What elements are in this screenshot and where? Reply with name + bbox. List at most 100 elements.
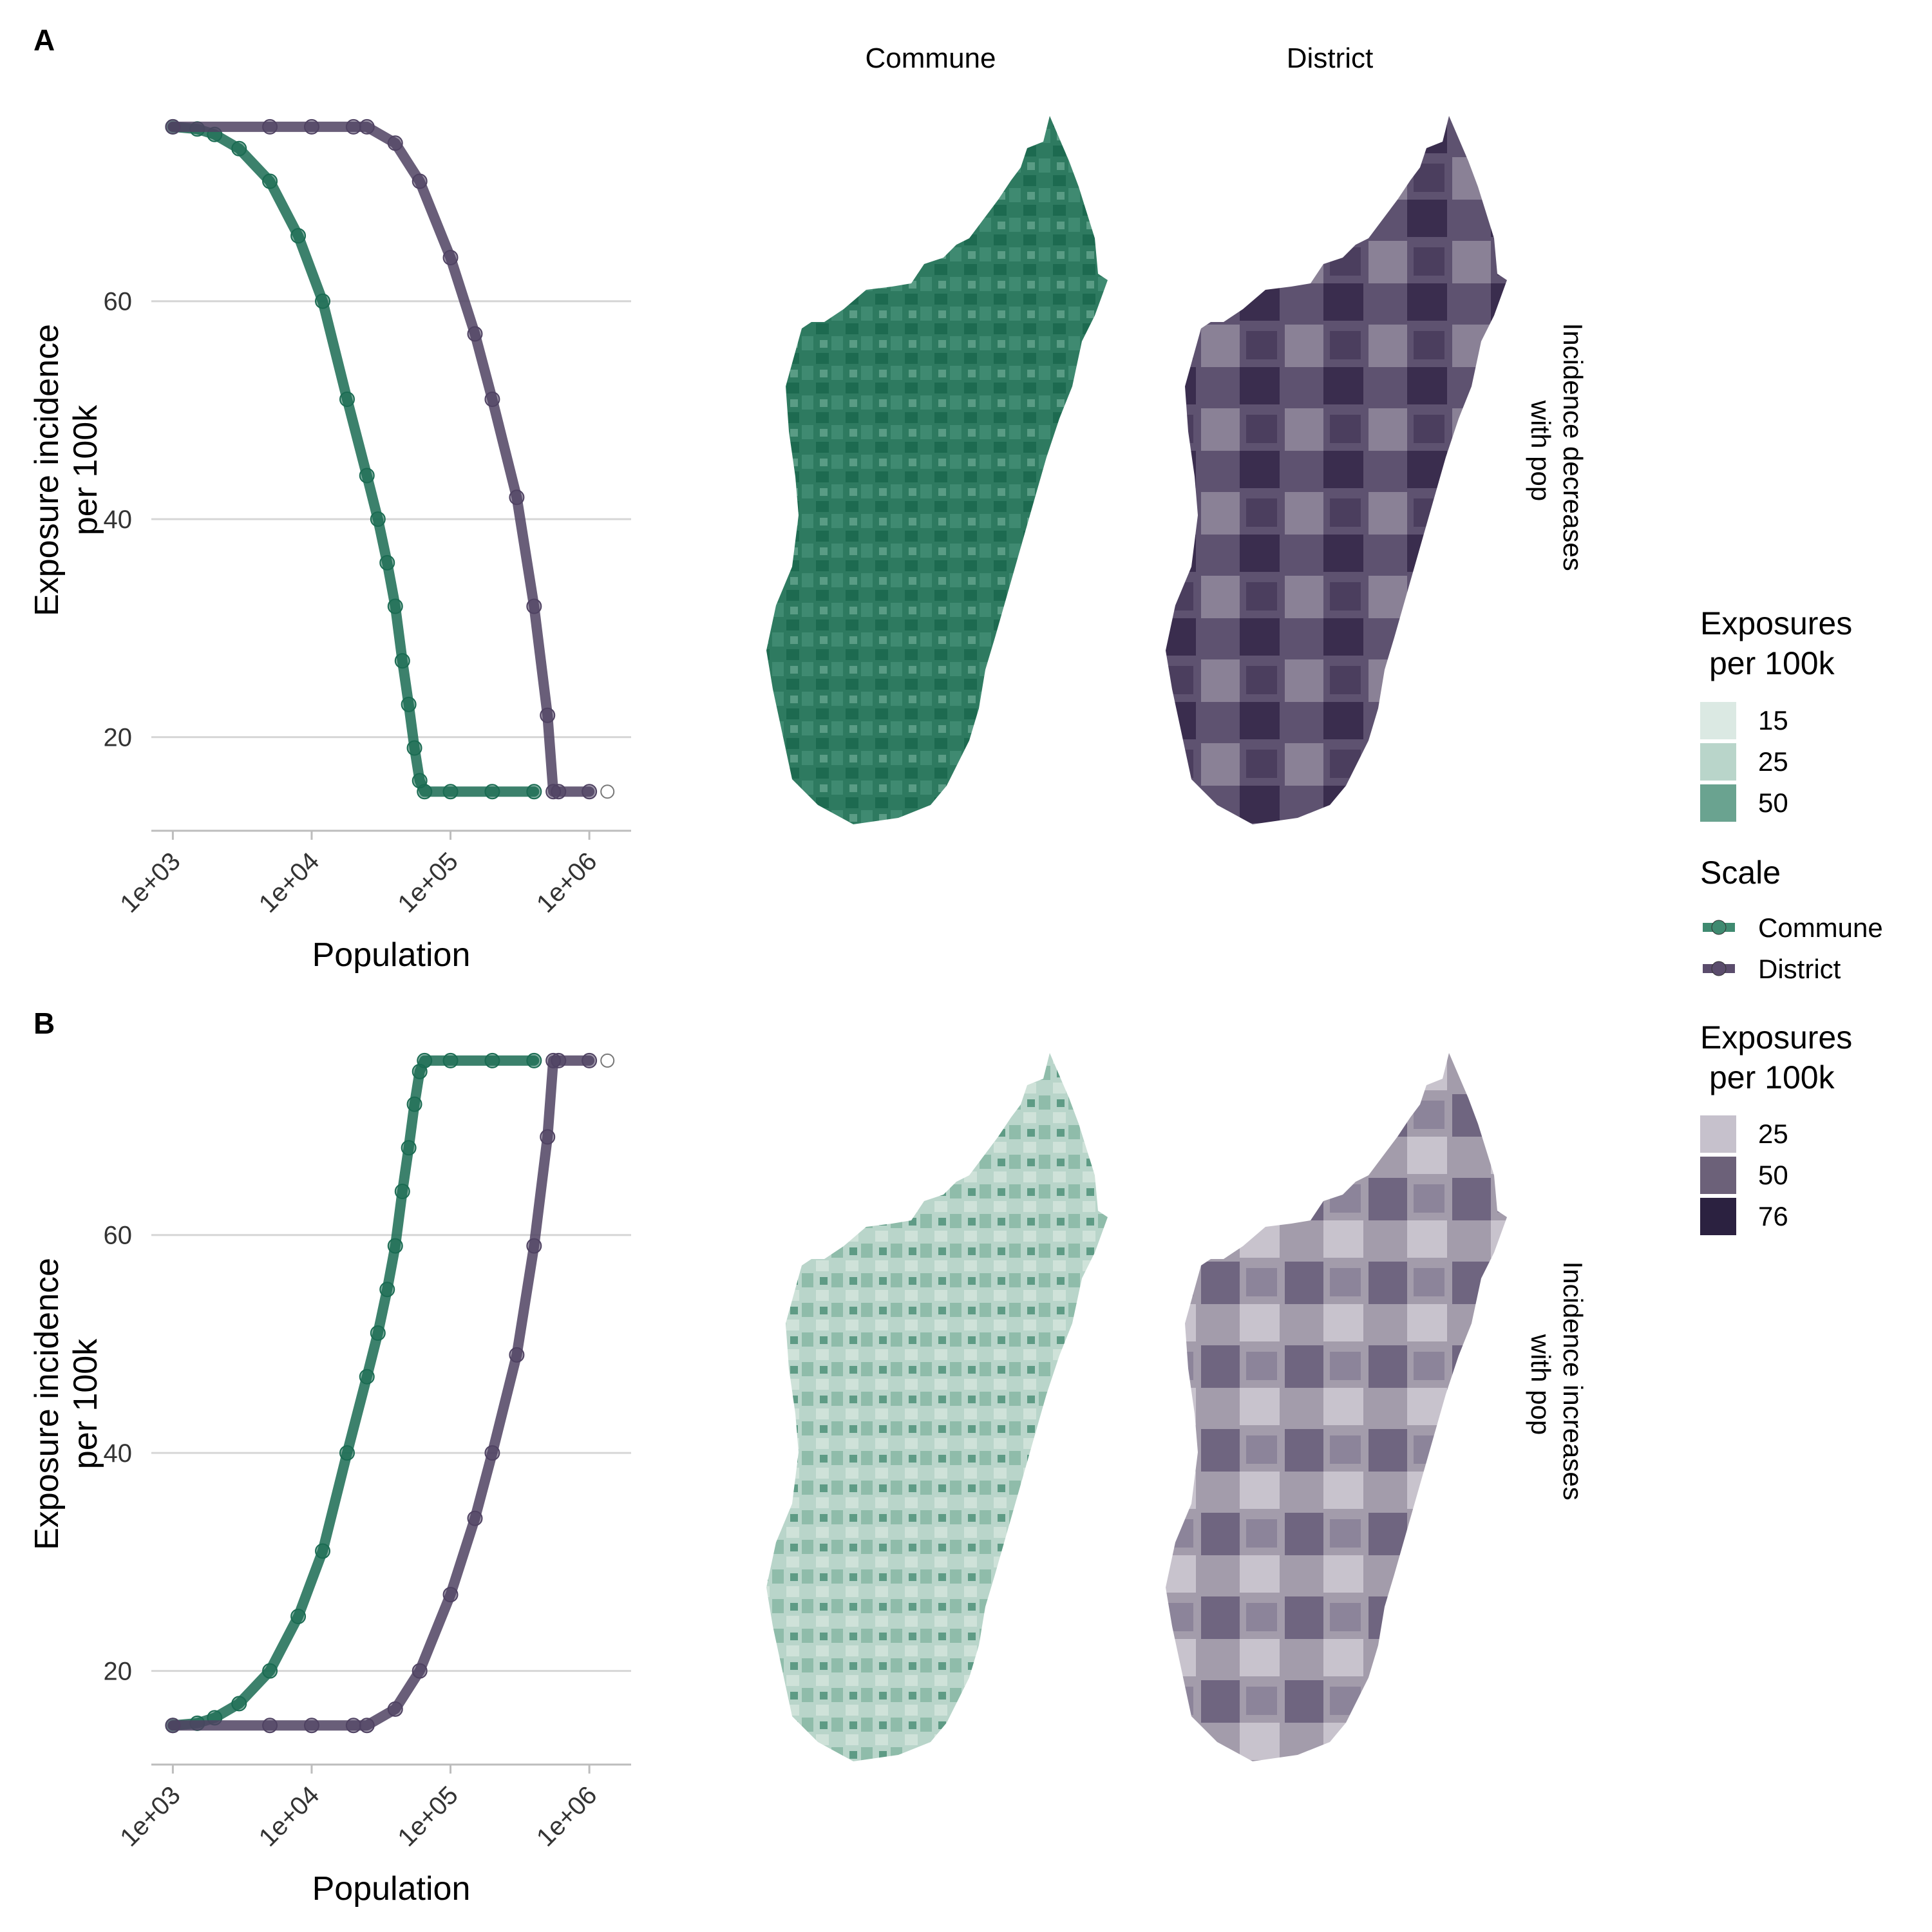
map-a-district [1166, 116, 1507, 824]
y-axis-title-line: per 100k [67, 404, 104, 535]
strip-label-b-line: Incidence increases [1558, 1262, 1588, 1501]
data-point-commune [401, 696, 417, 712]
strip-label-a-line: with pop [1526, 400, 1556, 501]
data-point-commune [406, 1096, 422, 1112]
madagascar-commune-shape [766, 1053, 1108, 1761]
data-point-district [540, 1129, 556, 1145]
data-point-commune [417, 1052, 433, 1068]
legend-swatch [1700, 743, 1736, 781]
data-point-district [442, 250, 459, 265]
legend-title-line: per 100k [1709, 645, 1835, 681]
legend-title: Exposures per 100k [1700, 605, 1852, 681]
data-point-commune [387, 1238, 403, 1254]
y-axis-title-line: Exposure incidence [28, 324, 66, 616]
y-axis-title: Exposure incidenceper 100k [28, 1258, 104, 1550]
data-point-commune [339, 392, 355, 407]
data-point-commune [442, 784, 459, 800]
data-point-district [165, 118, 181, 135]
strip-label-b: Incidence increases with pop [1526, 1262, 1588, 1508]
data-point-commune [370, 511, 386, 527]
legend-swatch [1700, 1115, 1736, 1153]
data-point-commune [262, 173, 278, 189]
legend-key-point [1711, 961, 1727, 976]
map-b-district [1166, 1053, 1507, 1761]
strip-label-a-line: Incidence decreases [1558, 323, 1588, 571]
legend-label: 50 [1758, 1160, 1788, 1190]
series-line-commune [167, 121, 540, 797]
data-point-commune [359, 468, 375, 484]
x-axis-title: Population [312, 936, 471, 974]
y-tick-label: 20 [104, 724, 133, 752]
x-tick-label: 1e+03 [115, 847, 186, 918]
y-axis-title: Exposure incidenceper 100k [28, 324, 104, 616]
y-tick-label: 20 [104, 1658, 133, 1686]
data-point-commune [484, 784, 500, 800]
series-line-district [167, 1055, 595, 1731]
legend-title-line: Exposures [1700, 605, 1852, 641]
data-point-commune [526, 1052, 542, 1068]
legend-label: District [1758, 954, 1841, 984]
data-point-district [442, 1587, 459, 1603]
data-point-commune [417, 784, 433, 800]
panel-b-letter: B [33, 1007, 55, 1040]
data-point-commune [484, 1052, 500, 1068]
legend-label: Commune [1758, 913, 1883, 943]
data-point-commune [394, 653, 410, 669]
data-point-district [551, 1052, 567, 1068]
data-point-commune [339, 1445, 355, 1461]
data-point-commune [370, 1325, 386, 1341]
legend-title-line: Exposures [1700, 1019, 1852, 1056]
legend-title-line: per 100k [1709, 1059, 1835, 1095]
data-point-commune [231, 1696, 247, 1712]
data-point-district [387, 135, 403, 151]
data-point-district [412, 1663, 428, 1679]
legend-label: 15 [1758, 705, 1788, 735]
data-point-district [303, 1718, 319, 1734]
y-axis-title-line: Exposure incidence [28, 1258, 66, 1550]
legend-label: 50 [1758, 788, 1788, 818]
data-point-district [509, 489, 525, 506]
x-axis-title: Population [312, 1870, 471, 1908]
data-point-district [303, 118, 319, 135]
data-point-commune [315, 1543, 331, 1559]
series-line-commune [167, 1055, 540, 1731]
x-tick-label: 1e+04 [254, 1781, 325, 1852]
x-tick-label: 1e+06 [531, 1781, 603, 1852]
map-a-commune [766, 116, 1108, 824]
legend-swatch [1700, 1198, 1736, 1235]
data-point-commune [401, 1140, 417, 1156]
data-point-commune [290, 1609, 307, 1624]
y-tick-label: 40 [104, 1439, 133, 1468]
legend-label: 25 [1758, 746, 1788, 777]
facet-label-district: District [1287, 43, 1373, 74]
data-point-district [262, 118, 278, 135]
data-point-commune [231, 140, 247, 156]
data-point-commune [442, 1052, 459, 1068]
data-point-commune [379, 554, 395, 571]
x-tick-label: 1e+03 [115, 1781, 186, 1852]
madagascar-district-shape [1166, 1053, 1507, 1761]
data-point-district [540, 707, 556, 723]
data-point-commune [387, 598, 403, 614]
data-point-district [526, 1238, 542, 1254]
legend-key-point [1711, 920, 1727, 935]
data-point-district [582, 1052, 598, 1068]
data-point-district [484, 1445, 500, 1461]
data-point-commune [526, 784, 542, 800]
x-tick-label: 1e+04 [254, 847, 325, 918]
series-line-district [167, 121, 595, 797]
data-point-district [359, 118, 375, 135]
legend-label: 25 [1758, 1119, 1788, 1149]
legend-swatch [1700, 1157, 1736, 1194]
data-point-district [467, 326, 483, 342]
legend-swatch [1700, 702, 1736, 739]
legend-swatch [1700, 784, 1736, 822]
data-point-commune [359, 1368, 375, 1385]
data-point-district [345, 1718, 361, 1734]
legend-area: Exposures per 100k152550ScaleCommuneDistr… [1700, 605, 1883, 1235]
data-point-district [484, 392, 500, 407]
madagascar-commune-shape [766, 116, 1108, 824]
y-tick-label: 60 [104, 1222, 133, 1250]
data-point-commune [379, 1282, 395, 1298]
